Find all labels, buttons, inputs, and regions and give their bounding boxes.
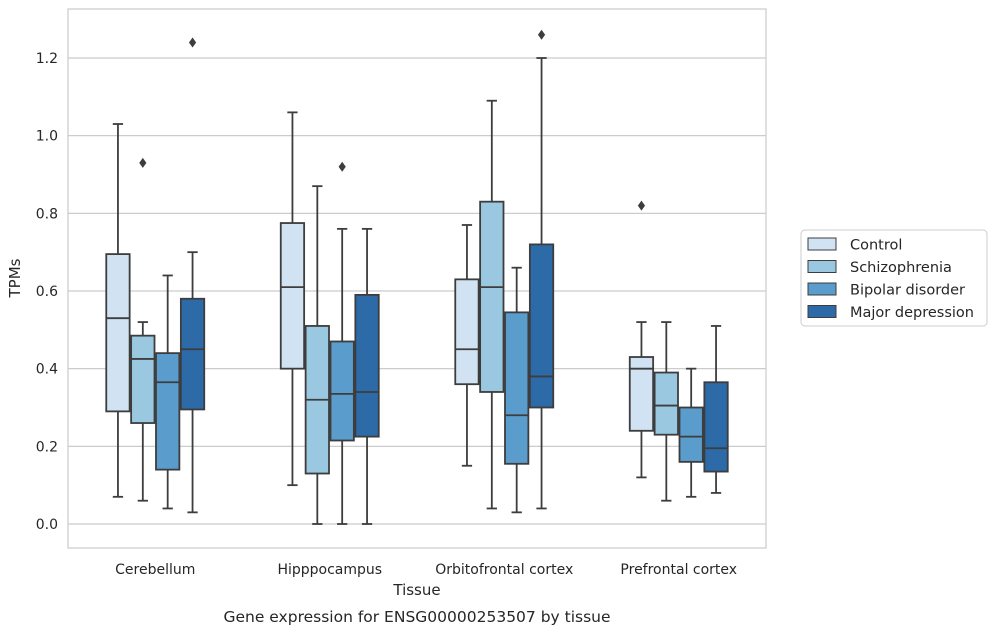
- box-iqr: [354, 293, 380, 438]
- y-tick-label: 1.0: [36, 129, 58, 145]
- box-0-2: [454, 224, 480, 467]
- legend: Control Schizophrenia Bipolar disorder Majo…: [800, 229, 988, 327]
- box-0-3: [628, 200, 655, 479]
- x-tick-labels: Cerebellum Hipppocampus Orbitofrontal cort…: [115, 562, 737, 578]
- box-3-2: [528, 29, 555, 510]
- outlier-point: [637, 200, 646, 211]
- box-3-1: [354, 227, 380, 525]
- box-3-0: [179, 37, 206, 514]
- y-axis-label: TPMs: [6, 258, 24, 298]
- x-axis-label: Tissue: [392, 581, 440, 599]
- y-tick-label: 0.2: [36, 439, 58, 455]
- box-1-2: [479, 99, 505, 510]
- box-iqr: [528, 243, 555, 409]
- y-tick-label: 0.6: [36, 284, 58, 300]
- y-tick-label: 1.2: [36, 51, 58, 67]
- box-iqr: [678, 406, 704, 463]
- y-tick-label: 0.8: [36, 206, 58, 222]
- x-tick-label: Prefrontal cortex: [620, 562, 737, 578]
- box-iqr: [628, 356, 655, 432]
- box-3-3: [703, 325, 729, 494]
- x-tick-label: Hipppocampus: [277, 562, 382, 578]
- box-iqr: [105, 253, 131, 413]
- outlier-point: [139, 157, 147, 168]
- box-iqr: [279, 222, 306, 370]
- box-iqr: [479, 200, 505, 393]
- box-1-0: [130, 157, 156, 502]
- legend-swatch: [807, 260, 837, 273]
- box-0-0: [105, 123, 131, 498]
- box-iqr: [155, 352, 181, 471]
- outlier-point: [537, 29, 546, 40]
- box-iqr: [329, 340, 355, 442]
- box-iqr: [504, 311, 530, 465]
- y-tick-label: 0.4: [36, 362, 58, 378]
- box-iqr: [703, 381, 729, 473]
- box-2-2: [504, 266, 530, 514]
- boxes: [105, 29, 729, 525]
- box-0-1: [279, 111, 306, 487]
- legend-swatch: [807, 282, 837, 296]
- legend-label: Bipolar disorder: [850, 283, 965, 299]
- chart-caption: Gene expression for ENSG00000253507 by t…: [223, 608, 610, 626]
- x-tick-label: Orbitofrontal cortex: [435, 562, 573, 578]
- box-iqr: [653, 371, 679, 436]
- outlier-point: [338, 161, 346, 172]
- legend-label: Schizophrenia: [850, 260, 952, 276]
- box-iqr: [454, 278, 480, 386]
- outlier-point: [188, 37, 197, 48]
- box-1-1: [304, 185, 330, 525]
- legend-swatch: [807, 305, 837, 318]
- y-tick-label: 0.0: [36, 517, 58, 533]
- legend-swatch: [807, 237, 837, 251]
- box-iqr: [130, 334, 156, 424]
- y-tick-labels: 0.0 0.2 0.4 0.6 0.8 1.0 1.2: [36, 51, 58, 533]
- box-1-3: [653, 321, 679, 502]
- legend-label: Major depression: [850, 305, 974, 321]
- x-tick-label: Cerebellum: [115, 562, 195, 578]
- box-2-0: [155, 274, 181, 510]
- box-iqr: [179, 297, 206, 411]
- legend-frame: [800, 229, 988, 327]
- plot-area: [67, 8, 767, 549]
- box-2-1: [329, 161, 355, 525]
- box-2-3: [678, 367, 704, 498]
- legend-label: Control: [850, 238, 902, 254]
